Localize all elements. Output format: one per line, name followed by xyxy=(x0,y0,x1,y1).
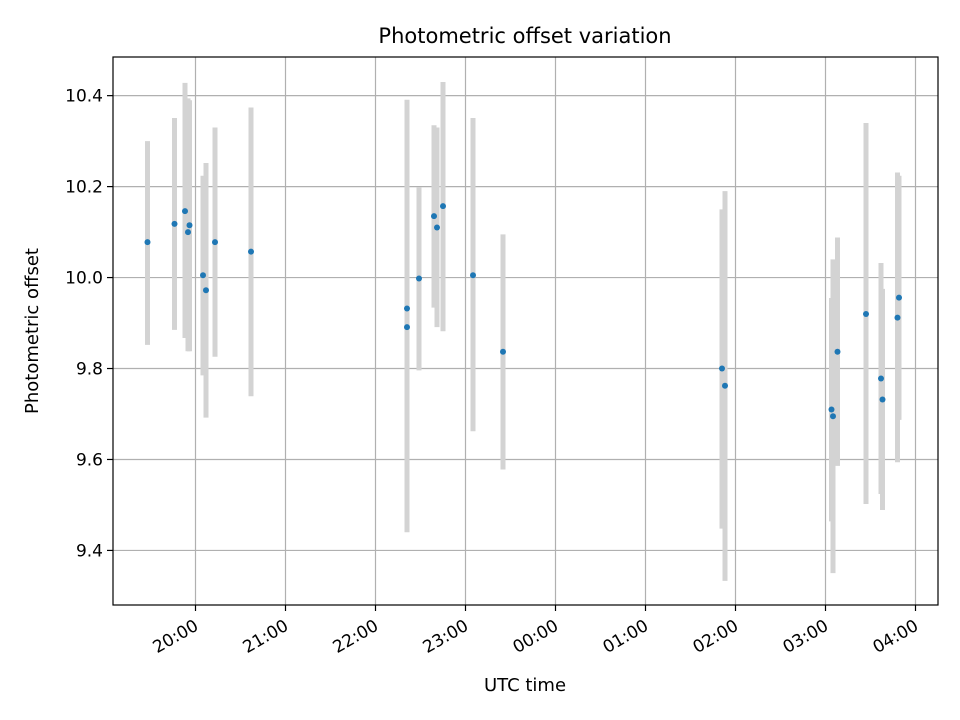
data-point xyxy=(470,272,476,279)
data-point xyxy=(171,220,178,227)
grid xyxy=(113,57,938,605)
data-point xyxy=(894,314,901,321)
y-tick-label: 9.4 xyxy=(76,541,103,561)
error-bars xyxy=(145,82,902,581)
x-tick-label: 01:00 xyxy=(600,616,652,658)
x-tick-label: 03:00 xyxy=(780,616,832,658)
chart-title: Photometric offset variation xyxy=(378,24,671,48)
x-tick-label: 04:00 xyxy=(870,616,922,658)
x-tick-label: 22:00 xyxy=(330,616,382,658)
x-tick-label: 20:00 xyxy=(150,616,202,658)
data-point xyxy=(879,396,886,403)
data-point xyxy=(416,275,422,282)
data-point xyxy=(828,406,835,413)
data-point xyxy=(248,248,254,255)
data-point xyxy=(719,365,725,372)
data-point xyxy=(434,224,440,231)
data-point xyxy=(404,324,410,331)
data-point xyxy=(834,348,841,355)
data-point xyxy=(203,287,209,294)
data-point xyxy=(830,413,836,420)
x-tick-label: 00:00 xyxy=(510,616,562,658)
data-point xyxy=(182,208,188,215)
y-tick-label: 10.4 xyxy=(65,87,103,107)
data-point xyxy=(404,305,410,312)
data-point xyxy=(896,294,902,301)
data-point xyxy=(144,239,151,246)
data-point xyxy=(878,375,884,382)
data-point xyxy=(440,203,446,210)
data-point xyxy=(863,310,869,317)
x-axis-ticks: 20:00 21:00 22:00 23:00 00:00 01:00 02:00 03:00… xyxy=(150,605,922,658)
plot-area xyxy=(112,56,939,606)
data-point xyxy=(500,348,506,355)
data-point xyxy=(431,213,437,220)
data-point xyxy=(200,272,206,279)
x-tick-label: 21:00 xyxy=(240,616,292,658)
y-tick-label: 10.2 xyxy=(65,178,103,198)
data-points xyxy=(144,203,902,420)
x-axis-label: UTC time xyxy=(484,675,566,696)
x-tick-label: 02:00 xyxy=(690,616,742,658)
data-point xyxy=(185,229,191,236)
y-axis-ticks: 9.4 9.6 9.8 10.0 10.2 10.4 xyxy=(65,87,113,561)
data-point xyxy=(722,382,728,389)
y-tick-label: 9.8 xyxy=(76,360,103,380)
y-tick-label: 10.0 xyxy=(65,269,103,289)
x-tick-label: 23:00 xyxy=(420,616,472,658)
y-tick-label: 9.6 xyxy=(76,450,103,470)
data-point xyxy=(212,239,218,246)
y-axis-label: Photometric offset xyxy=(22,248,43,414)
data-point xyxy=(186,222,193,229)
